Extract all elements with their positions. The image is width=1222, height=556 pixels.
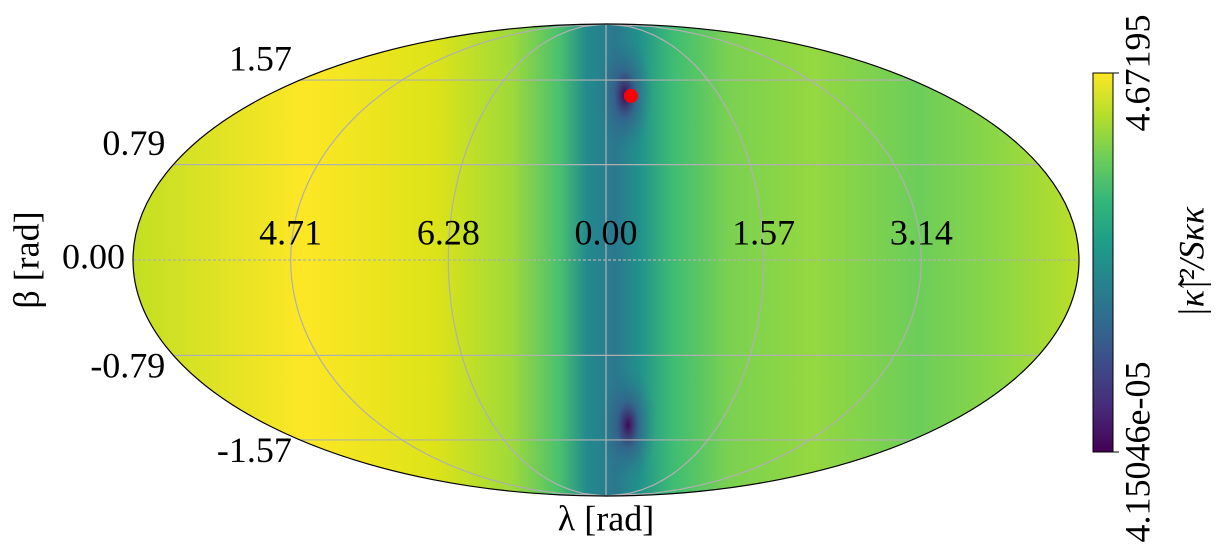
y-tick-label: 0.00: [62, 236, 125, 276]
y-tick-label: 0.79: [102, 123, 165, 163]
y-axis-label: β [rad]: [6, 211, 46, 308]
colorbar-tick-label: 4.67195: [1117, 15, 1157, 132]
x-tick-label: 1.57: [732, 212, 795, 252]
marker: [623, 88, 638, 103]
x-tick-label: 0.00: [575, 212, 638, 252]
y-tick-label: 1.57: [229, 38, 292, 78]
x-tick-label: 6.28: [417, 212, 480, 252]
colorbar: [1092, 72, 1114, 453]
x-tick-label: 3.14: [890, 212, 953, 252]
colorbar-label: |κ̃|²/Sκκ: [1171, 206, 1211, 317]
x-tick-label: 4.71: [259, 212, 322, 252]
map-border: [132, 23, 1080, 497]
y-tick-label: -0.79: [90, 346, 165, 386]
colorbar-tick-label: 4.15046e-05: [1117, 362, 1157, 543]
y-tick-label: -1.57: [217, 430, 292, 470]
x-axis-label: λ [rad]: [558, 498, 654, 538]
